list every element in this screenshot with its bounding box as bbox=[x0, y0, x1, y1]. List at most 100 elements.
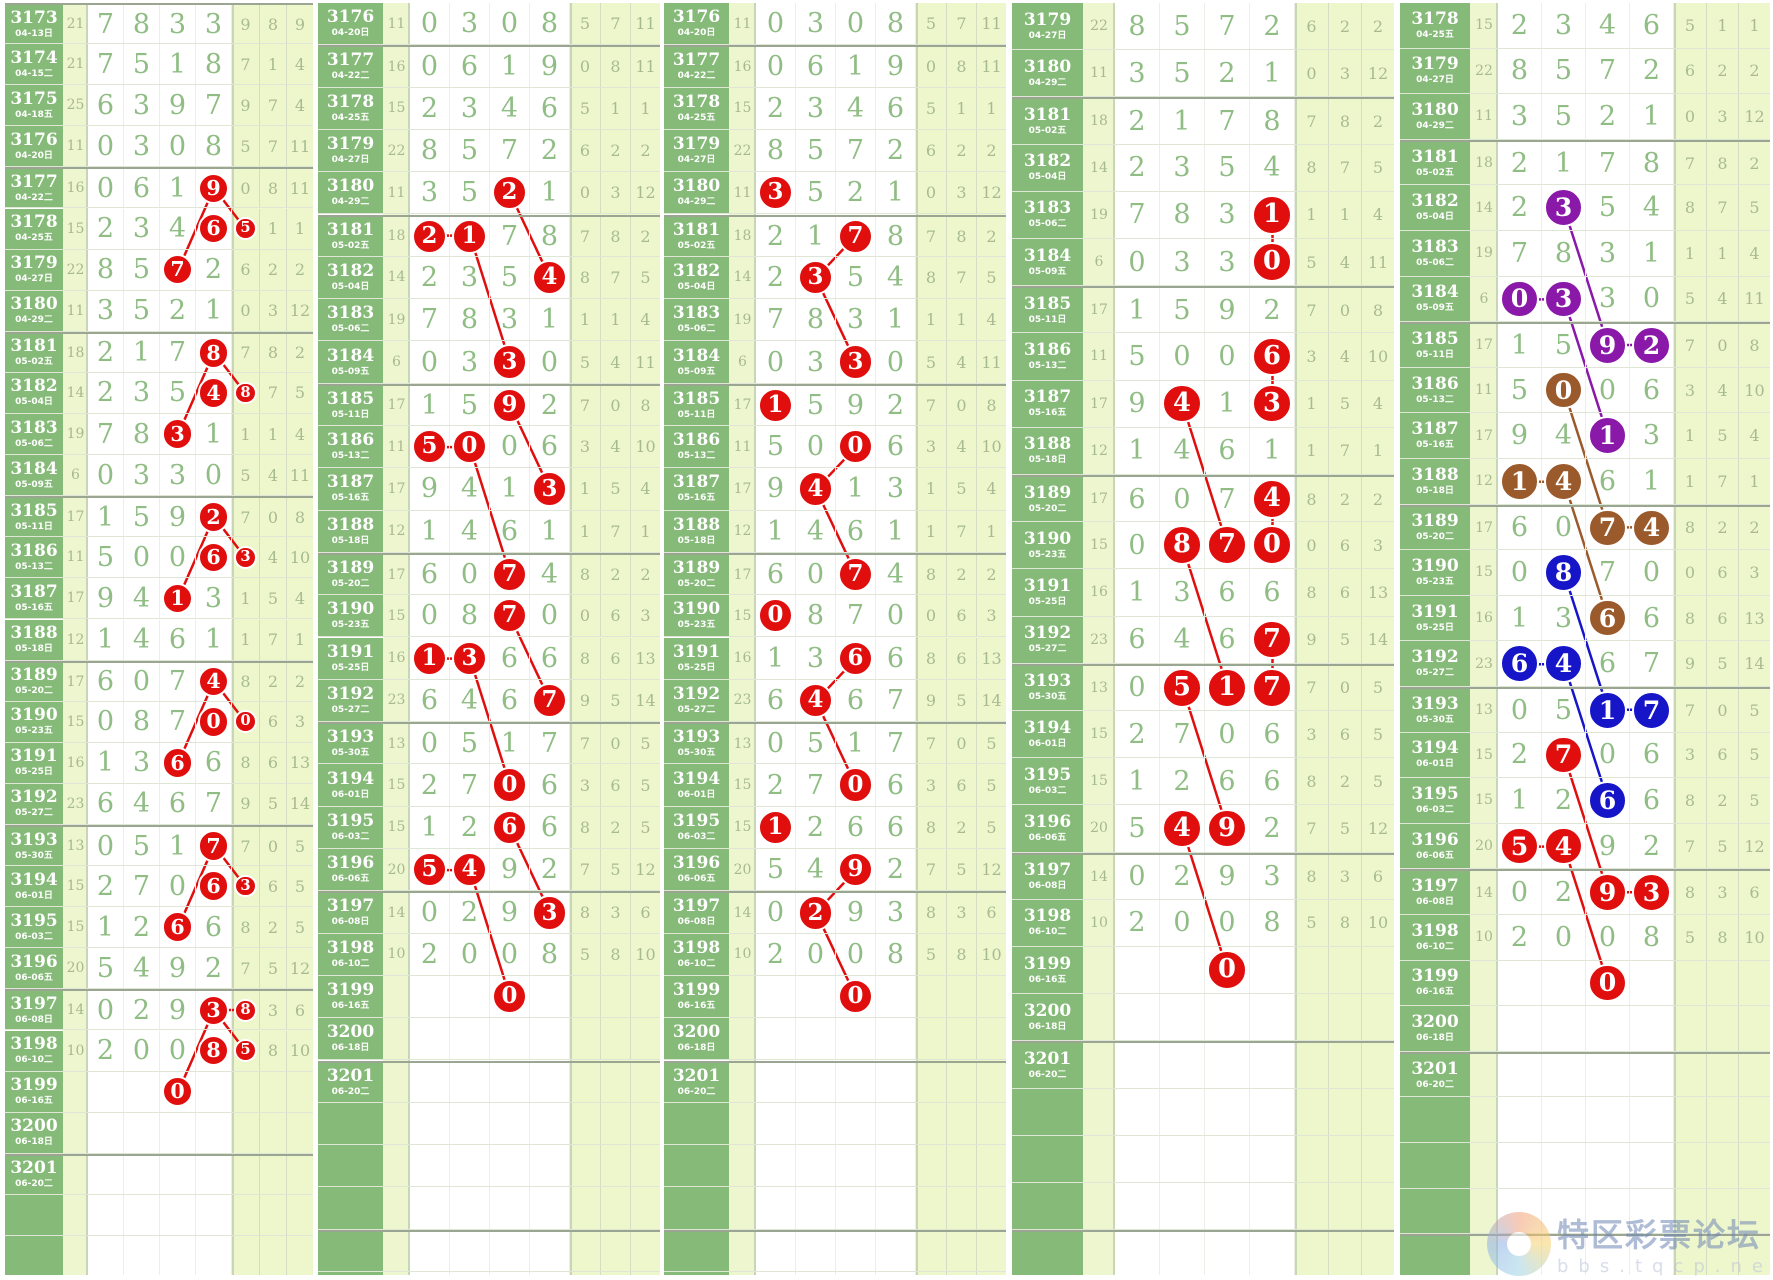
digit-cell: 5 bbox=[88, 948, 124, 989]
extra-cell: 3 bbox=[946, 893, 976, 933]
highlight-circle: 0 bbox=[837, 429, 874, 465]
table-row: 3181 05-02五 18 2 1 7 8 7 8 2 bbox=[664, 214, 1006, 257]
digit-cell bbox=[1160, 1135, 1205, 1182]
digit-cell: 8 bbox=[124, 701, 160, 742]
extra-cell: 2 bbox=[1706, 506, 1738, 550]
digit-cell: 7 bbox=[836, 595, 876, 637]
digit-cell: 7 bbox=[1630, 641, 1674, 686]
extra-cell: 5 bbox=[232, 1031, 259, 1071]
issue-cell: 3200 06-18日 bbox=[1012, 994, 1083, 1041]
digit-cell: 3 bbox=[756, 172, 796, 214]
digit-cell bbox=[1586, 1188, 1630, 1234]
table-row: 3192 05-27二 23 6 4 6 7 9 5 14 bbox=[1012, 616, 1394, 664]
digit-cell: 0 bbox=[1498, 871, 1542, 914]
digit-cell: 1 bbox=[836, 724, 876, 764]
digit-cell: 3 bbox=[1160, 239, 1205, 286]
digit-cell: 0 bbox=[1160, 899, 1205, 946]
issue-number: 3182 bbox=[1411, 191, 1459, 212]
digit-cell: 0 bbox=[836, 933, 876, 975]
extra-cell: 8 bbox=[600, 47, 630, 87]
digit-cell: 7 bbox=[1115, 191, 1160, 238]
extra-cell: 6 bbox=[1306, 16, 1317, 36]
digit-cell: 9 bbox=[1586, 823, 1630, 869]
issue-number: 3194 bbox=[10, 869, 58, 890]
digit-cell: 3 bbox=[450, 637, 490, 679]
table-row: 3181 05-02五 18 2 1 7 8 7 8 2 bbox=[1400, 139, 1770, 186]
digit-cell: 9 bbox=[1586, 324, 1630, 367]
digit-cell: 4 bbox=[1586, 3, 1630, 48]
digit-cell: 7 bbox=[1205, 522, 1250, 569]
extra-cell: 2 bbox=[630, 129, 660, 172]
draw-date: 05-09五 bbox=[1416, 303, 1454, 314]
digit-cell: 6 bbox=[196, 742, 232, 783]
table-row: 3194 06-01日 15 2 7 0 6 3 6 5 bbox=[1012, 711, 1394, 759]
table-row: 3182 05-04日 14 2 3 5 4 8 7 5 bbox=[664, 256, 1006, 300]
digit-cell: 3 bbox=[490, 299, 530, 341]
extra-cell: 1 bbox=[600, 87, 630, 129]
highlight-circle: 3 bbox=[1544, 188, 1583, 228]
draw-date: 05-30五 bbox=[677, 748, 716, 759]
digit-cell: 2 bbox=[1250, 3, 1295, 50]
digit-cell: 1 bbox=[1498, 459, 1542, 504]
extra-cell: 1 bbox=[240, 588, 251, 608]
table-row: 3177 04-22二 16 0 6 1 9 0 8 11 bbox=[318, 45, 660, 88]
highlight-circle: 3 bbox=[1252, 383, 1292, 424]
digit-cell: 0 bbox=[490, 3, 530, 45]
issue-cell: 3197 06-08日 bbox=[1400, 871, 1470, 914]
extra-cell bbox=[1328, 1088, 1361, 1135]
sum-cell: 22 bbox=[1090, 18, 1108, 35]
highlight-circle: 6 bbox=[197, 212, 230, 245]
extra-cell: 3 bbox=[600, 893, 630, 933]
extra-cell: 12 bbox=[976, 172, 1006, 214]
issue-cell: 3200 06-18日 bbox=[5, 1112, 63, 1153]
digit-cell: 1 bbox=[1115, 569, 1160, 616]
table-row: 3193 05-30五 13 0 5 1 7 7 0 5 bbox=[5, 825, 313, 867]
digit-cell bbox=[1250, 994, 1295, 1041]
extra-cell bbox=[286, 1194, 313, 1235]
extra-cell: 5 bbox=[1361, 665, 1394, 710]
extra-cell: 1 bbox=[925, 479, 937, 499]
extra-cell: 1 bbox=[600, 299, 630, 341]
draw-date: 06-06五 bbox=[677, 874, 716, 885]
extra-cell: 8 bbox=[259, 5, 286, 44]
table-row: 3182 05-04日 14 2 3 5 4 8 7 5 bbox=[1012, 144, 1394, 192]
issue-cell: 3197 06-08日 bbox=[1012, 854, 1083, 899]
digit-cell bbox=[756, 1062, 796, 1102]
digit-cell: 7 bbox=[88, 44, 124, 85]
table-row bbox=[1400, 1097, 1770, 1143]
sum-cell: 25 bbox=[66, 97, 85, 114]
extra-cell: 0 bbox=[946, 724, 976, 764]
digit-cell: 4 bbox=[1542, 459, 1586, 504]
issue-number: 3176 bbox=[326, 7, 375, 28]
digit-cell: 2 bbox=[1542, 778, 1586, 823]
extra-cell: 1 bbox=[976, 87, 1006, 129]
digit-cell: 0 bbox=[88, 991, 124, 1030]
highlight-circle: 6 bbox=[1588, 598, 1627, 638]
extra-cell: 7 bbox=[259, 85, 286, 126]
issue-cell: 3188 05-18日 bbox=[664, 510, 729, 552]
digit-cell: 0 bbox=[124, 662, 160, 701]
table-row: 3180 04-29二 11 3 5 2 1 0 3 12 bbox=[318, 172, 660, 215]
digit-cell: 3 bbox=[1115, 50, 1160, 97]
extra-cell: 4 bbox=[1706, 276, 1738, 322]
issue-number: 3193 bbox=[326, 727, 375, 748]
extra-cell: 7 bbox=[1684, 836, 1696, 856]
digit-cell: 8 bbox=[196, 333, 232, 372]
sum-cell: 13 bbox=[1090, 679, 1108, 696]
sum-cell: 16 bbox=[66, 180, 85, 197]
issue-cell: 3179 04-27日 bbox=[318, 129, 383, 172]
sum-cell: 11 bbox=[1090, 65, 1108, 82]
issue-number: 3201 bbox=[1411, 1058, 1459, 1079]
extra-cell: 6 bbox=[259, 742, 286, 783]
highlight-circle: 7 bbox=[1252, 668, 1292, 708]
digit-cell: 3 bbox=[796, 341, 836, 383]
extra-cell: 4 bbox=[976, 299, 1006, 341]
issue-cell: 3197 06-08日 bbox=[5, 991, 63, 1030]
extra-cell: 2 bbox=[286, 333, 313, 372]
extra-cell bbox=[946, 1272, 976, 1275]
issue-number: 3181 bbox=[672, 219, 721, 240]
digit-cell: 0 bbox=[756, 3, 796, 45]
table-row bbox=[1012, 1088, 1394, 1136]
digit-cell: 4 bbox=[124, 783, 160, 824]
draw-date: 05-02五 bbox=[15, 357, 53, 368]
